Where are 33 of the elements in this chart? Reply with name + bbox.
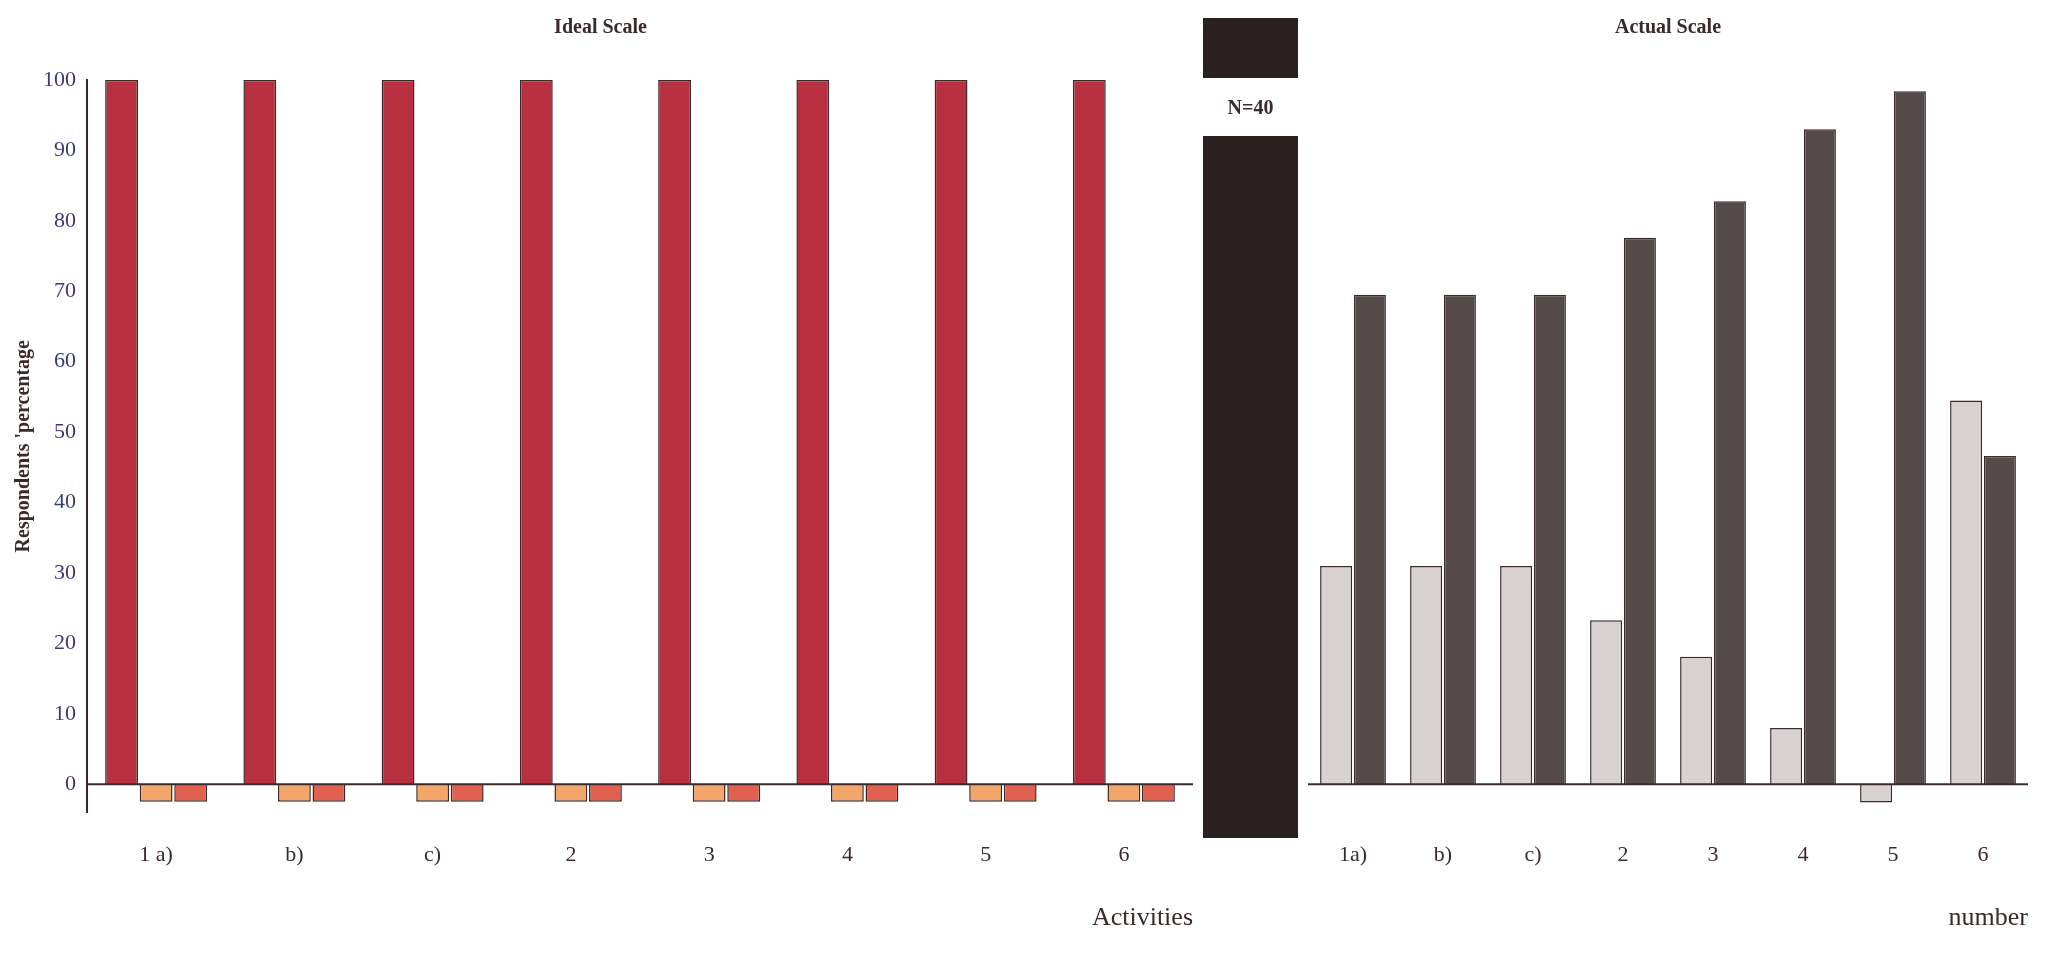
y-tick-label: 30 xyxy=(54,558,76,584)
y-tick-label: 20 xyxy=(54,629,76,655)
y-tick-label: 60 xyxy=(54,347,76,373)
x-tick-label: 1 a) xyxy=(139,841,173,867)
y-tick-label: 70 xyxy=(54,277,76,303)
y-tick-label: 50 xyxy=(54,417,76,443)
x-tick-label: 5 xyxy=(980,841,992,867)
x-tick-label: 2 xyxy=(565,841,577,867)
chart-title: Ideal Scale xyxy=(554,15,648,38)
y-tick-label: 80 xyxy=(54,206,76,232)
y-tick-label: 40 xyxy=(54,488,76,514)
y-tick-label: 100 xyxy=(43,65,76,91)
x-tick-label: 6 xyxy=(1118,841,1130,867)
y-axis-title: Respondents 'percentage xyxy=(11,339,35,553)
x-tick-label: 3 xyxy=(703,841,715,867)
y-tick-label: 0 xyxy=(65,770,76,796)
x-tick-label: 4 xyxy=(841,841,853,867)
divider-block: N=40 xyxy=(1203,18,1298,838)
x-tick-label: c) xyxy=(1524,841,1542,867)
x-axis-title: Activities xyxy=(1091,902,1193,932)
x-tick-label: 3 xyxy=(1707,841,1719,867)
x-tick-label: 6 xyxy=(1977,841,1989,867)
x-axis-title: number xyxy=(1948,902,2029,932)
x-tick-label: 5 xyxy=(1887,841,1899,867)
x-tick-label: 1a) xyxy=(1338,841,1368,867)
x-tick-label: b) xyxy=(285,841,304,867)
x-tick-label: 2 xyxy=(1617,841,1629,867)
x-tick-label: c) xyxy=(424,841,442,867)
chart-title: Actual Scale xyxy=(1614,15,1722,38)
x-tick-label: b) xyxy=(1433,841,1453,867)
x-tick-label: 4 xyxy=(1797,841,1809,867)
y-tick-label: 90 xyxy=(54,136,76,162)
y-tick-label: 10 xyxy=(54,699,76,725)
